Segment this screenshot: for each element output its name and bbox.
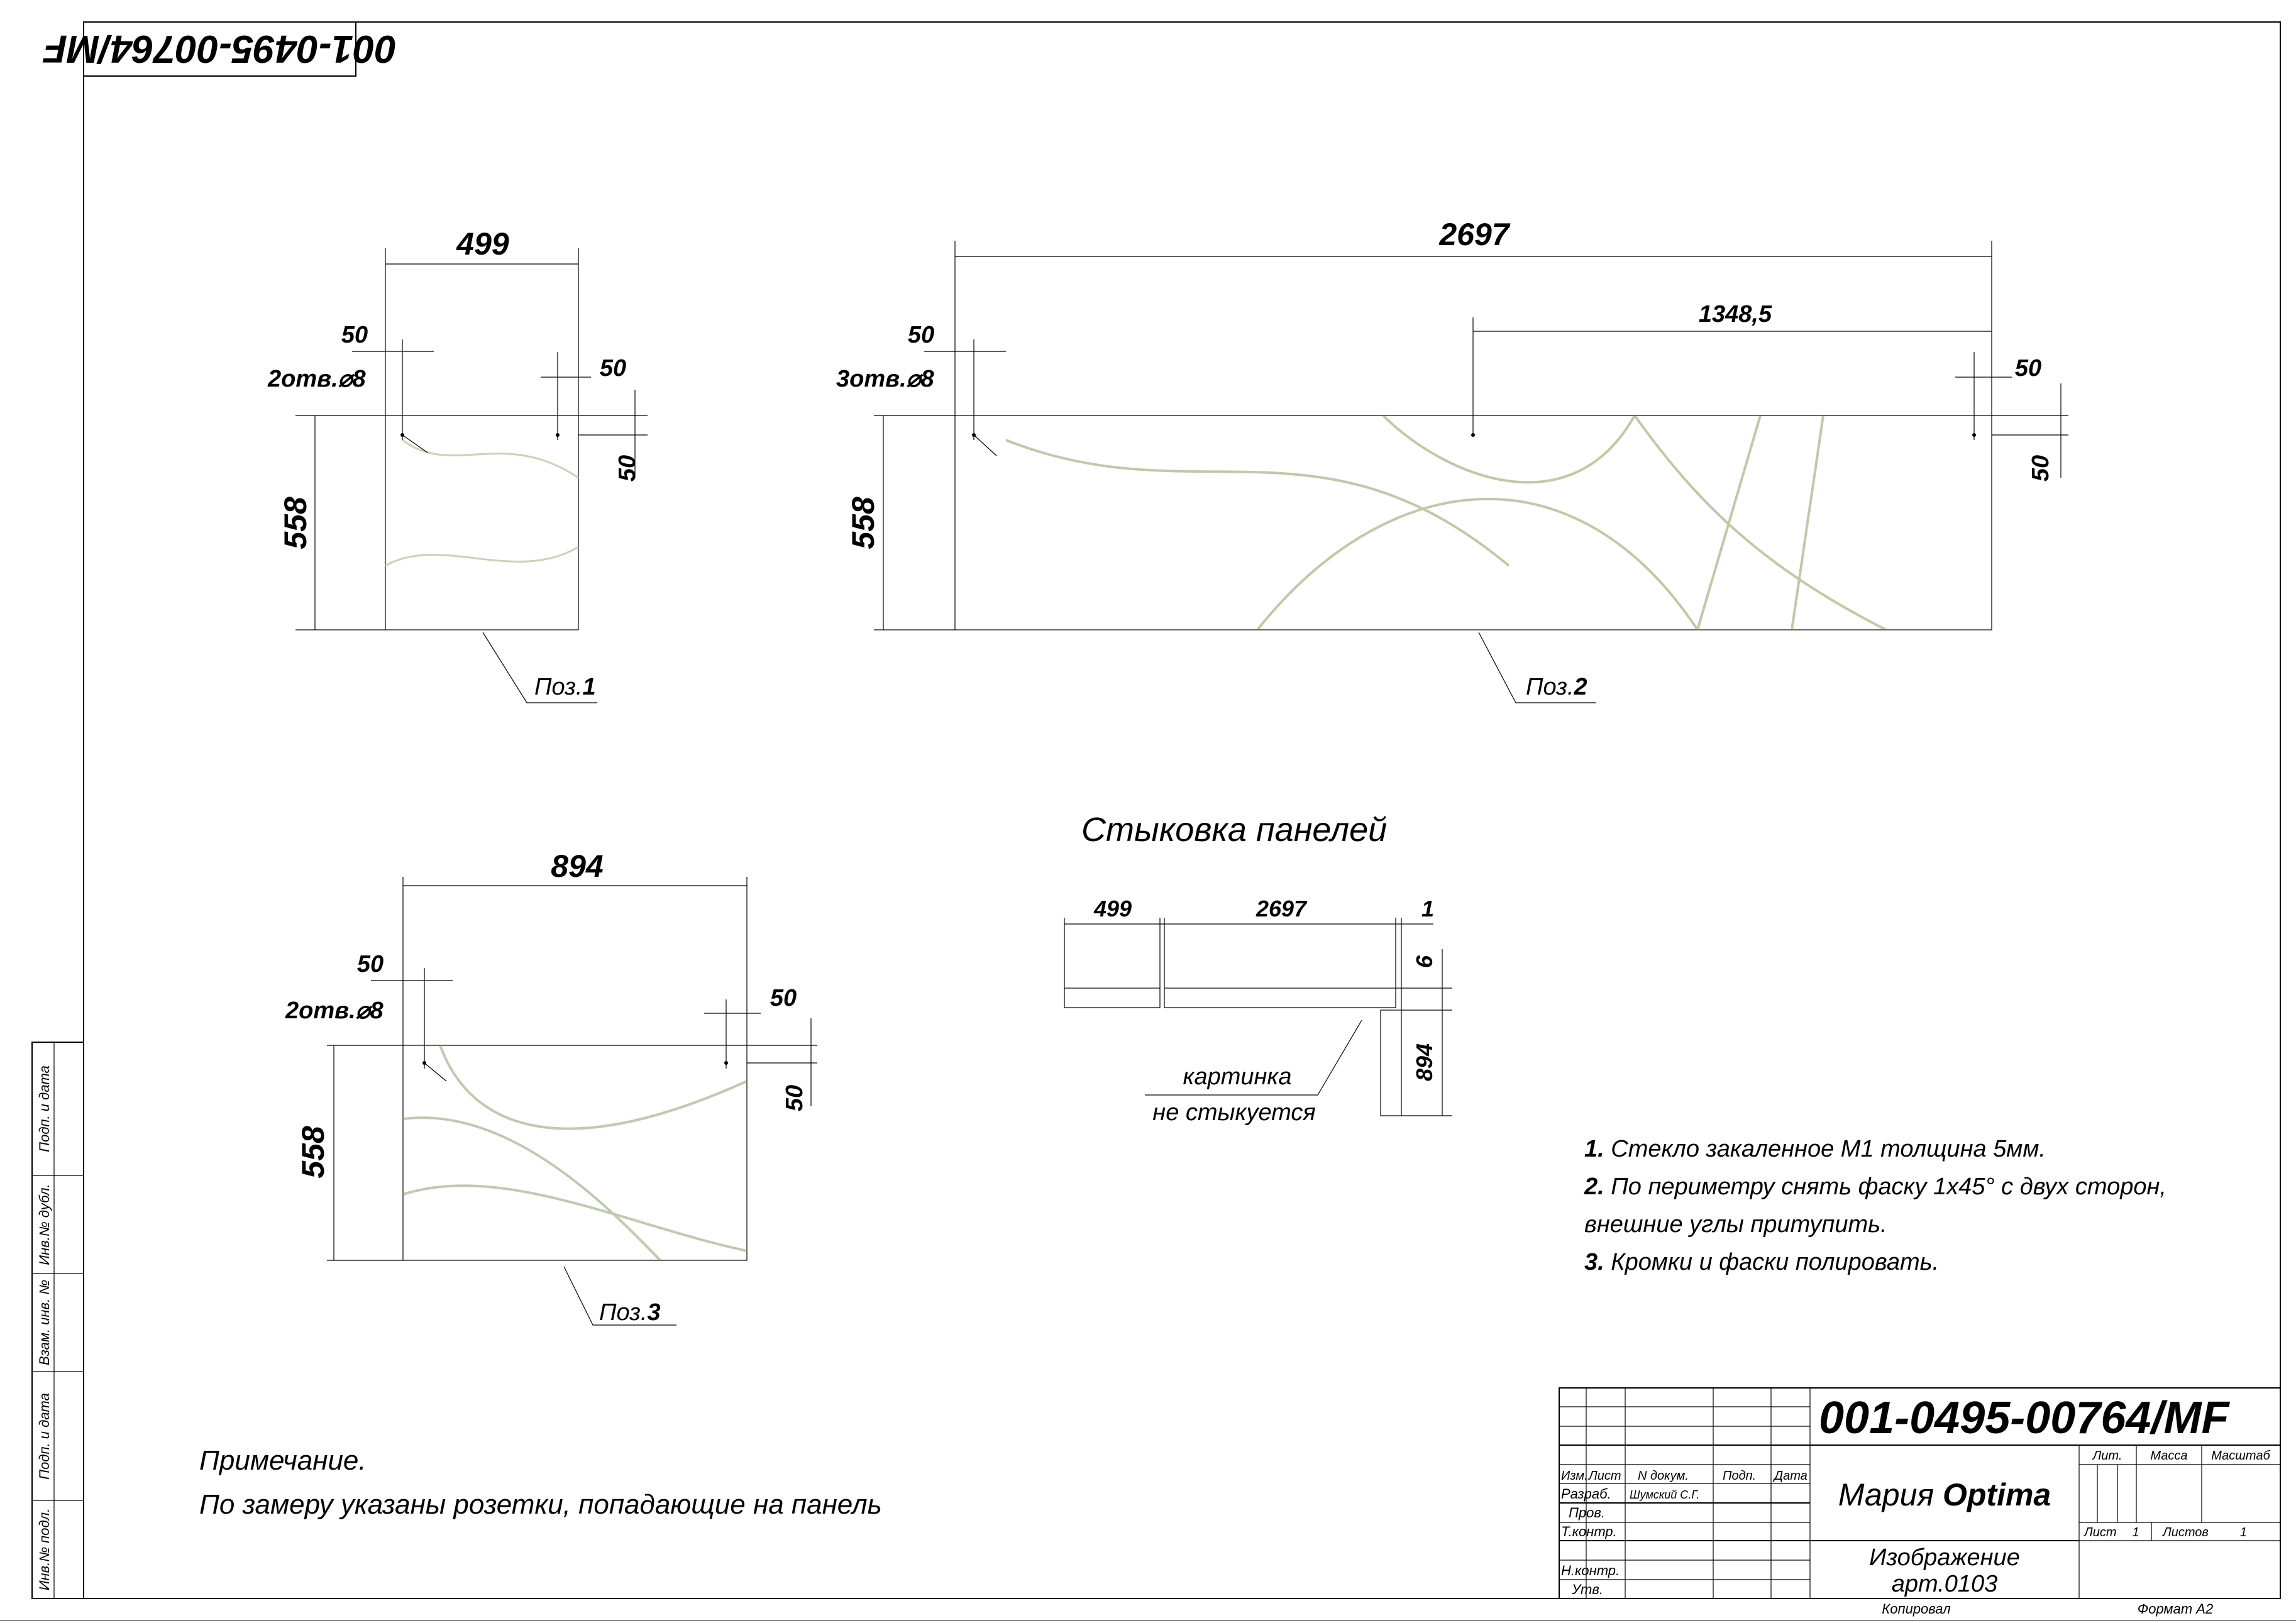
panel-2-offset-right: 50 [2015, 355, 2041, 382]
developer-name: Шумский С.Г. [1630, 1488, 1699, 1501]
panel-1-offset-left: 50 [341, 322, 368, 348]
panel-1-image [385, 415, 579, 630]
joint-panel-b [1164, 988, 1396, 1008]
panel-1-width: 499 [456, 226, 509, 261]
panel-2-pos: Поз.2 [1526, 674, 1587, 700]
panel-1-height: 558 [278, 497, 313, 549]
note-2-cont: внешние углы притупить. [1584, 1211, 1887, 1238]
joint-dim-thick: 6 [1411, 955, 1437, 968]
remark-title: Примечание. [199, 1445, 367, 1476]
header-sign: Подп. [1723, 1469, 1756, 1483]
role-approve: Утв. [1571, 1582, 1603, 1597]
side-stamp-cell: Взам. инв. № [36, 1280, 52, 1365]
panel-1-offset-top: 50 [614, 455, 641, 481]
header-list: Лист [1587, 1469, 1621, 1483]
remark-text: По замеру указаны розетки, попадающие на… [199, 1489, 882, 1520]
side-stamp-cell: Подп. и дата [36, 1065, 52, 1152]
panel-2-holes: 3отв.⌀8 [836, 366, 935, 392]
joint-dim-side: 894 [1411, 1043, 1437, 1081]
panel-3-height: 558 [295, 1126, 331, 1179]
panel-3-image [402, 1045, 748, 1261]
title-desc-1: Изображение [1869, 1544, 2020, 1571]
role-ncontrol: Н.контр. [1561, 1563, 1620, 1578]
sheets-label: Листов 1 [2161, 1526, 2247, 1539]
joint-dim-a: 499 [1093, 896, 1132, 922]
tech-notes: 1. Стекло закаленное М1 толщина 5мм. 2. … [1584, 1136, 2166, 1275]
panel-2: 2697 1348,5 50 50 50 558 3отв.⌀8 Поз.2 [836, 217, 2068, 703]
note-3: 3. Кромки и фаски полировать. [1584, 1249, 1939, 1275]
side-stamp-cell: Инв.№ дубл. [36, 1184, 52, 1265]
panel-1-holes: 2отв.⌀8 [267, 366, 367, 392]
side-stamp: Инв.№ подл. Подп. и дата Взам. инв. № Ин… [31, 1042, 84, 1599]
panel-3-holes: 2отв.⌀8 [285, 998, 384, 1024]
role-check: Пров. [1569, 1505, 1605, 1521]
panel-3-offset-top: 50 [781, 1085, 808, 1111]
scale-label: Масштаб [2211, 1449, 2270, 1463]
joint-panel-a [1064, 988, 1161, 1008]
joint-note-1: картинка [1183, 1064, 1292, 1090]
sheet-frame [83, 21, 2281, 1599]
panel-3-width: 894 [551, 849, 603, 884]
panel-2-width: 2697 [1438, 217, 1510, 252]
panel-2-half: 1348,5 [1699, 301, 1772, 327]
header-date: Дата [1773, 1469, 1808, 1483]
header-izm: Изм. [1561, 1469, 1588, 1483]
joint-title: Стыковка панелей [1081, 811, 1387, 849]
top-stamp-code: 001-0495-00764/MF [42, 27, 397, 70]
panel-2-height: 558 [846, 497, 881, 549]
title-block: 001-0495-00764/MF Мария Optima Изображен… [1559, 1387, 2281, 1617]
role-dev: Разраб. [1561, 1486, 1611, 1502]
panel-2-offset-left: 50 [908, 322, 934, 348]
title-name: Мария Optima [1838, 1477, 2051, 1512]
joint-panel-c [1380, 1010, 1402, 1116]
note-1: 1. Стекло закаленное М1 толщина 5мм. [1584, 1136, 2046, 1162]
lit-label: Лит. [2092, 1449, 2122, 1463]
panel-3: 894 50 50 50 558 2отв.⌀8 Поз.3 [285, 849, 817, 1326]
sheet-label: Лист 1 [2083, 1526, 2139, 1539]
header-doc: N докум. [1638, 1469, 1689, 1483]
role-tcontrol: Т.контр. [1561, 1524, 1617, 1539]
joint-note-2: не стыкуется [1152, 1099, 1315, 1126]
copied-label: Копировал [1882, 1601, 1950, 1617]
note-2: 2. По периметру снять фаску 1х45° с двух… [1584, 1174, 2166, 1200]
format-label: Формат А2 [2138, 1601, 2213, 1617]
joint-diagram: Стыковка панелей 499 2697 1 6 894 картин… [1064, 811, 1452, 1126]
panel-3-offset-left: 50 [357, 951, 384, 977]
title-desc-2: арт.0103 [1892, 1571, 1998, 1597]
side-stamp-cell: Инв.№ подл. [36, 1509, 52, 1590]
title-code: 001-0495-00764/MF [1819, 1393, 2230, 1443]
top-stamp: 001-0495-00764/MF [42, 21, 397, 77]
side-stamp-cell: Подп. и дата [36, 1393, 52, 1480]
panel-2-offset-top: 50 [2028, 455, 2054, 481]
panel-3-pos: Поз.3 [599, 1299, 661, 1326]
joint-dim-gap: 1 [1421, 896, 1434, 922]
panel-1-offset-right: 50 [600, 355, 626, 382]
panel-1: 499 50 50 50 558 2отв.⌀8 Поз.1 [267, 226, 648, 703]
panel-3-offset-right: 50 [770, 985, 797, 1011]
panel-1-pos: Поз.1 [534, 674, 596, 700]
panel-2-image [954, 415, 1992, 630]
joint-dim-b: 2697 [1256, 896, 1308, 922]
mass-label: Масса [2150, 1449, 2187, 1463]
